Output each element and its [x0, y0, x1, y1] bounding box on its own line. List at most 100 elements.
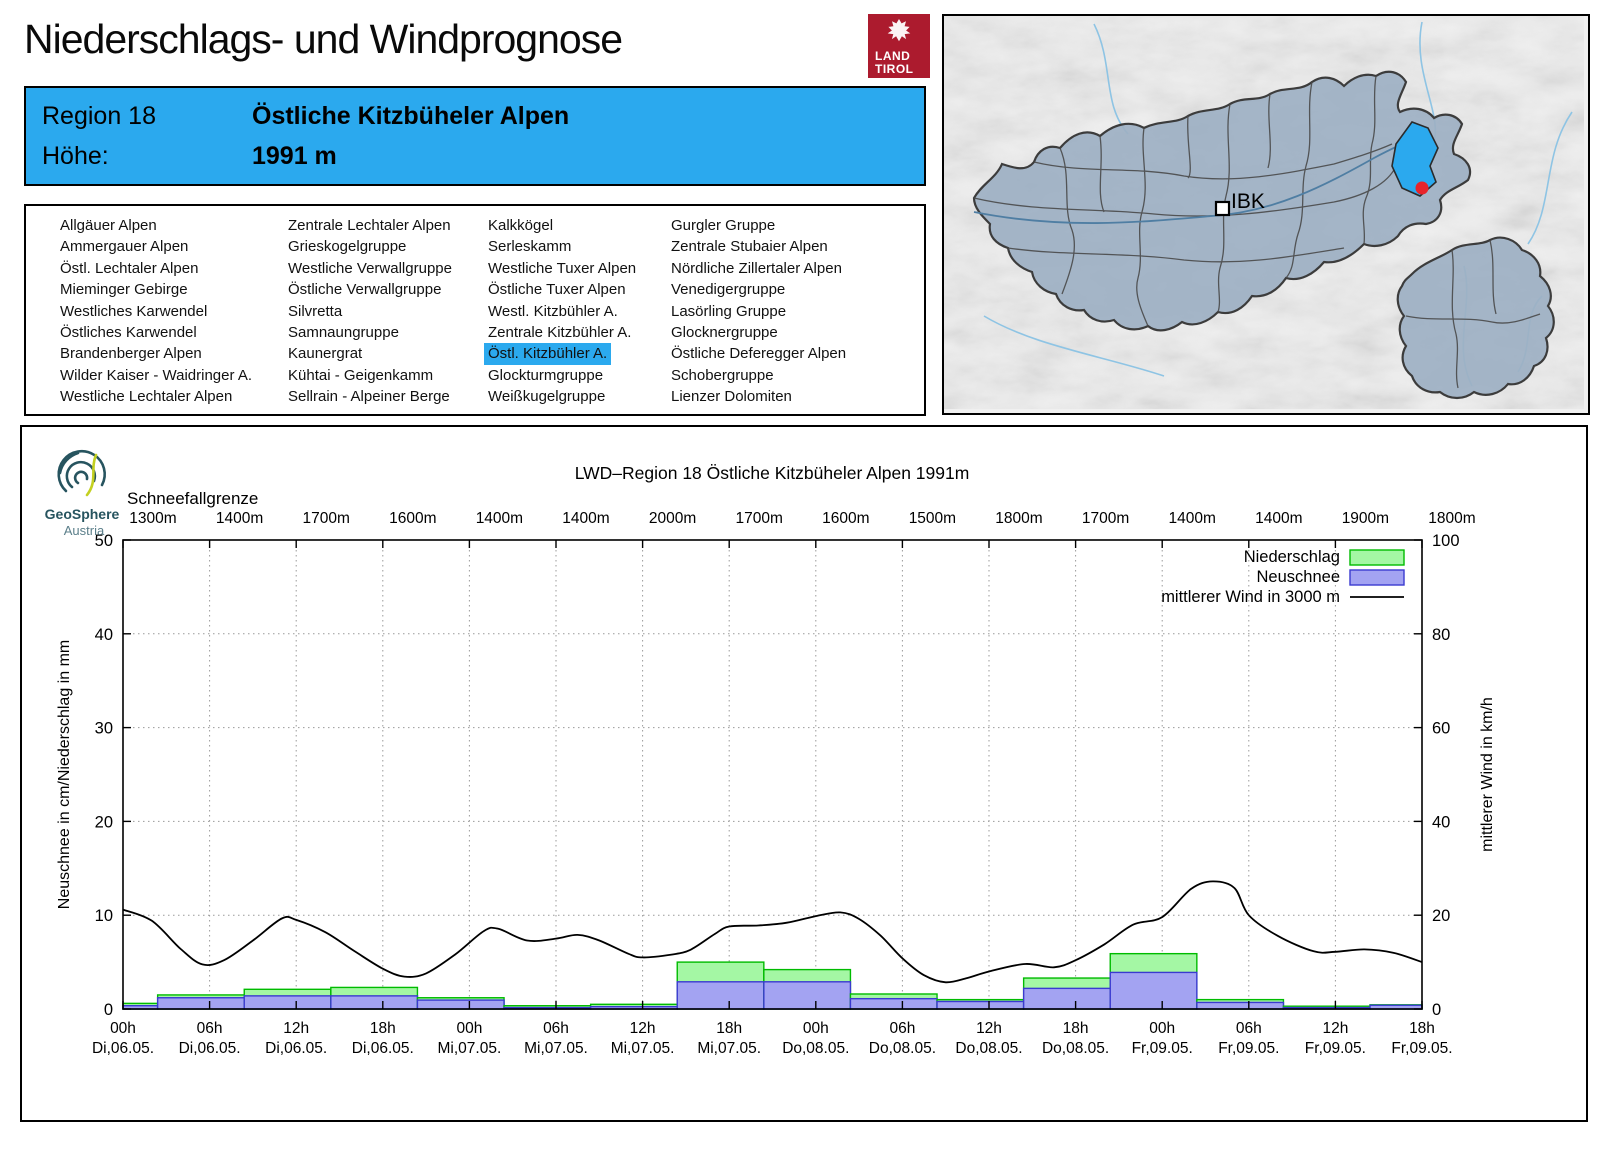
page-title: Niederschlags- und Windprognose [24, 16, 623, 62]
region-list-item[interactable]: Lienzer Dolomiten [671, 388, 792, 406]
region-list-item[interactable]: Schobergruppe [671, 366, 774, 384]
plot-border [122, 539, 1423, 1010]
region-list-item[interactable]: Allgäuer Alpen [60, 217, 157, 234]
snowline-value: 1400m [216, 510, 263, 527]
neuschnee-bar [676, 981, 765, 1010]
region-list-item[interactable]: Silvretta [288, 302, 343, 320]
right-axis-tick: 60 [1432, 720, 1450, 738]
right-axis-tick: 20 [1432, 907, 1450, 925]
altitude-label: Höhe: [42, 142, 109, 170]
east-region-borders [1405, 239, 1541, 389]
region-list-item[interactable]: Venedigergruppe [671, 281, 786, 299]
region-list-item[interactable]: Nördliche Zillertaler Alpen [671, 259, 842, 277]
region-list-item[interactable]: Kaunergrat [288, 345, 363, 363]
east-tyrol-cluster[interactable] [1396, 236, 1555, 400]
map-svg: IBK [944, 16, 1584, 409]
x-tick-hour: 06h [543, 1020, 569, 1037]
left-axis-tick: 10 [95, 907, 113, 925]
region-list-item[interactable]: Weißkugelgruppe [488, 388, 606, 406]
region-list-item[interactable]: Westliche Tuxer Alpen [488, 259, 637, 277]
x-tick-hour: 12h [283, 1020, 309, 1037]
x-tick-date: Mi,07.05. [524, 1040, 588, 1057]
region-column-3: Kalkkögel Serleskamm Westliche Tuxer Alpen… [484, 215, 640, 408]
snowline-value: 1600m [822, 510, 869, 527]
region-list-item[interactable]: Östl. Kitzbühler A. [484, 343, 612, 365]
geosphere-country: Austria [64, 523, 105, 538]
neuschnee-bar [1109, 971, 1198, 1010]
legend-wind-label: mittlerer Wind in 3000 m [1161, 588, 1340, 606]
snowline-value: 1300m [129, 510, 176, 527]
legend-niederschlag-swatch [1349, 549, 1405, 566]
snowline-value: 2000m [649, 510, 696, 527]
x-tick-date: Do,08.05. [869, 1040, 936, 1057]
region-list-item[interactable]: Sellrain - Alpeiner Berge [288, 388, 450, 406]
region-list-item[interactable]: Östliche Verwallgruppe [288, 281, 442, 299]
right-axis-tick: 0 [1432, 1001, 1441, 1019]
neuschnee-bar [330, 995, 419, 1010]
region-list-item[interactable]: Ammergauer Alpen [60, 238, 189, 256]
region-list-item[interactable]: Serleskamm [488, 238, 572, 256]
region-list-item[interactable]: Brandenberger Alpen [60, 345, 202, 363]
tick-marks [122, 539, 1423, 1010]
east-tyrol-outline[interactable] [1396, 236, 1555, 400]
logo-text-land: LAND [875, 49, 911, 63]
x-tick-date: Fr,09.05. [1218, 1040, 1279, 1057]
snowline-value: 1400m [476, 510, 523, 527]
x-tick-date: Di,06.05. [179, 1040, 241, 1057]
region-list-item[interactable]: Zentrale Stubaier Alpen [671, 238, 828, 256]
region-column-2: Zentrale Lechtaler Alpen Grieskogelgruppe… [284, 215, 456, 408]
region-list-item[interactable]: Östl. Lechtaler Alpen [60, 259, 199, 277]
snowline-label: Schneefallgrenze [127, 489, 258, 508]
snowline-value: 1400m [562, 510, 609, 527]
region-list-item[interactable]: Wilder Kaiser - Waidringer A. [60, 366, 252, 384]
region-list-item[interactable]: Grieskogelgruppe [288, 238, 407, 256]
region-list-item[interactable]: Mieminger Gebirge [60, 281, 188, 299]
x-tick-date: Mi,07.05. [611, 1040, 675, 1057]
region-list-item[interactable]: Zentrale Lechtaler Alpen [288, 217, 451, 234]
region-list-item[interactable]: Westliches Karwendel [60, 302, 208, 320]
right-axis-title: mittlerer Wind in km/h [1479, 697, 1496, 852]
land-tirol-logo: LAND TIROL [868, 14, 930, 78]
region-list-item[interactable]: Lasörling Gruppe [671, 302, 787, 320]
region-list-item[interactable]: Westl. Kitzbühler A. [488, 302, 618, 320]
region-list-item[interactable]: Westliche Verwallgruppe [288, 259, 452, 277]
region-list-item[interactable]: Westliche Lechtaler Alpen [60, 388, 233, 406]
tirol-overview-map[interactable]: IBK [942, 14, 1590, 415]
neuschnee-bar [156, 997, 245, 1010]
x-tick-hour: 00h [110, 1020, 136, 1037]
region-list-item[interactable]: Zentrale Kitzbühler A. [488, 324, 632, 342]
region-list-item[interactable]: Gurgler Gruppe [671, 217, 776, 234]
x-tick-date: Do,08.05. [955, 1040, 1022, 1057]
snowline-value: 1900m [1342, 510, 1389, 527]
logo-text-tirol: TIROL [875, 62, 914, 76]
x-tick-date: Di,06.05. [92, 1040, 154, 1057]
neuschnee-bar [936, 1000, 1025, 1010]
region-list-item[interactable]: Samnaungruppe [288, 324, 399, 342]
left-axis-tick: 50 [95, 532, 113, 550]
tirol-eagle-icon [887, 19, 911, 42]
ibk-label: IBK [1231, 190, 1265, 213]
region-column-1: Allgäuer Alpen Ammergauer Alpen Östl. Lech… [56, 215, 256, 408]
x-tick-hour: 06h [889, 1020, 915, 1037]
x-tick-hour: 12h [1322, 1020, 1348, 1037]
snowline-value: 1400m [1255, 510, 1302, 527]
legend-neuschnee-swatch [1349, 569, 1405, 586]
neuschnee-bar [1022, 987, 1111, 1010]
region-list-item[interactable]: Kalkkögel [488, 217, 554, 234]
x-tick-date: Do,08.05. [782, 1040, 849, 1057]
region-list-item[interactable]: Glocknergruppe [671, 324, 778, 342]
region-list-item[interactable]: Glockturmgruppe [488, 366, 604, 384]
selected-region-highlight[interactable] [1391, 121, 1439, 197]
gridlines [123, 540, 1422, 1009]
forecast-chart: LWD–Region 18 Östliche Kitzbüheler Alpen… [45, 449, 1496, 1057]
region-name: Östliche Kitzbüheler Alpen [252, 102, 570, 130]
region-list-item[interactable]: Kühtai - Geigenkamm [288, 366, 434, 384]
left-axis-title: Neuschnee in cm/Niederschlag in mm [56, 640, 73, 909]
region-list-item[interactable]: Östliche Tuxer Alpen [488, 281, 626, 299]
region-list-item[interactable]: Östliche Deferegger Alpen [671, 345, 847, 363]
region-list-item[interactable]: Östliches Karwendel [60, 324, 197, 342]
x-tick-date: Fr,09.05. [1391, 1040, 1452, 1057]
ibk-marker [1214, 200, 1231, 217]
x-tick-hour: 00h [1149, 1020, 1175, 1037]
